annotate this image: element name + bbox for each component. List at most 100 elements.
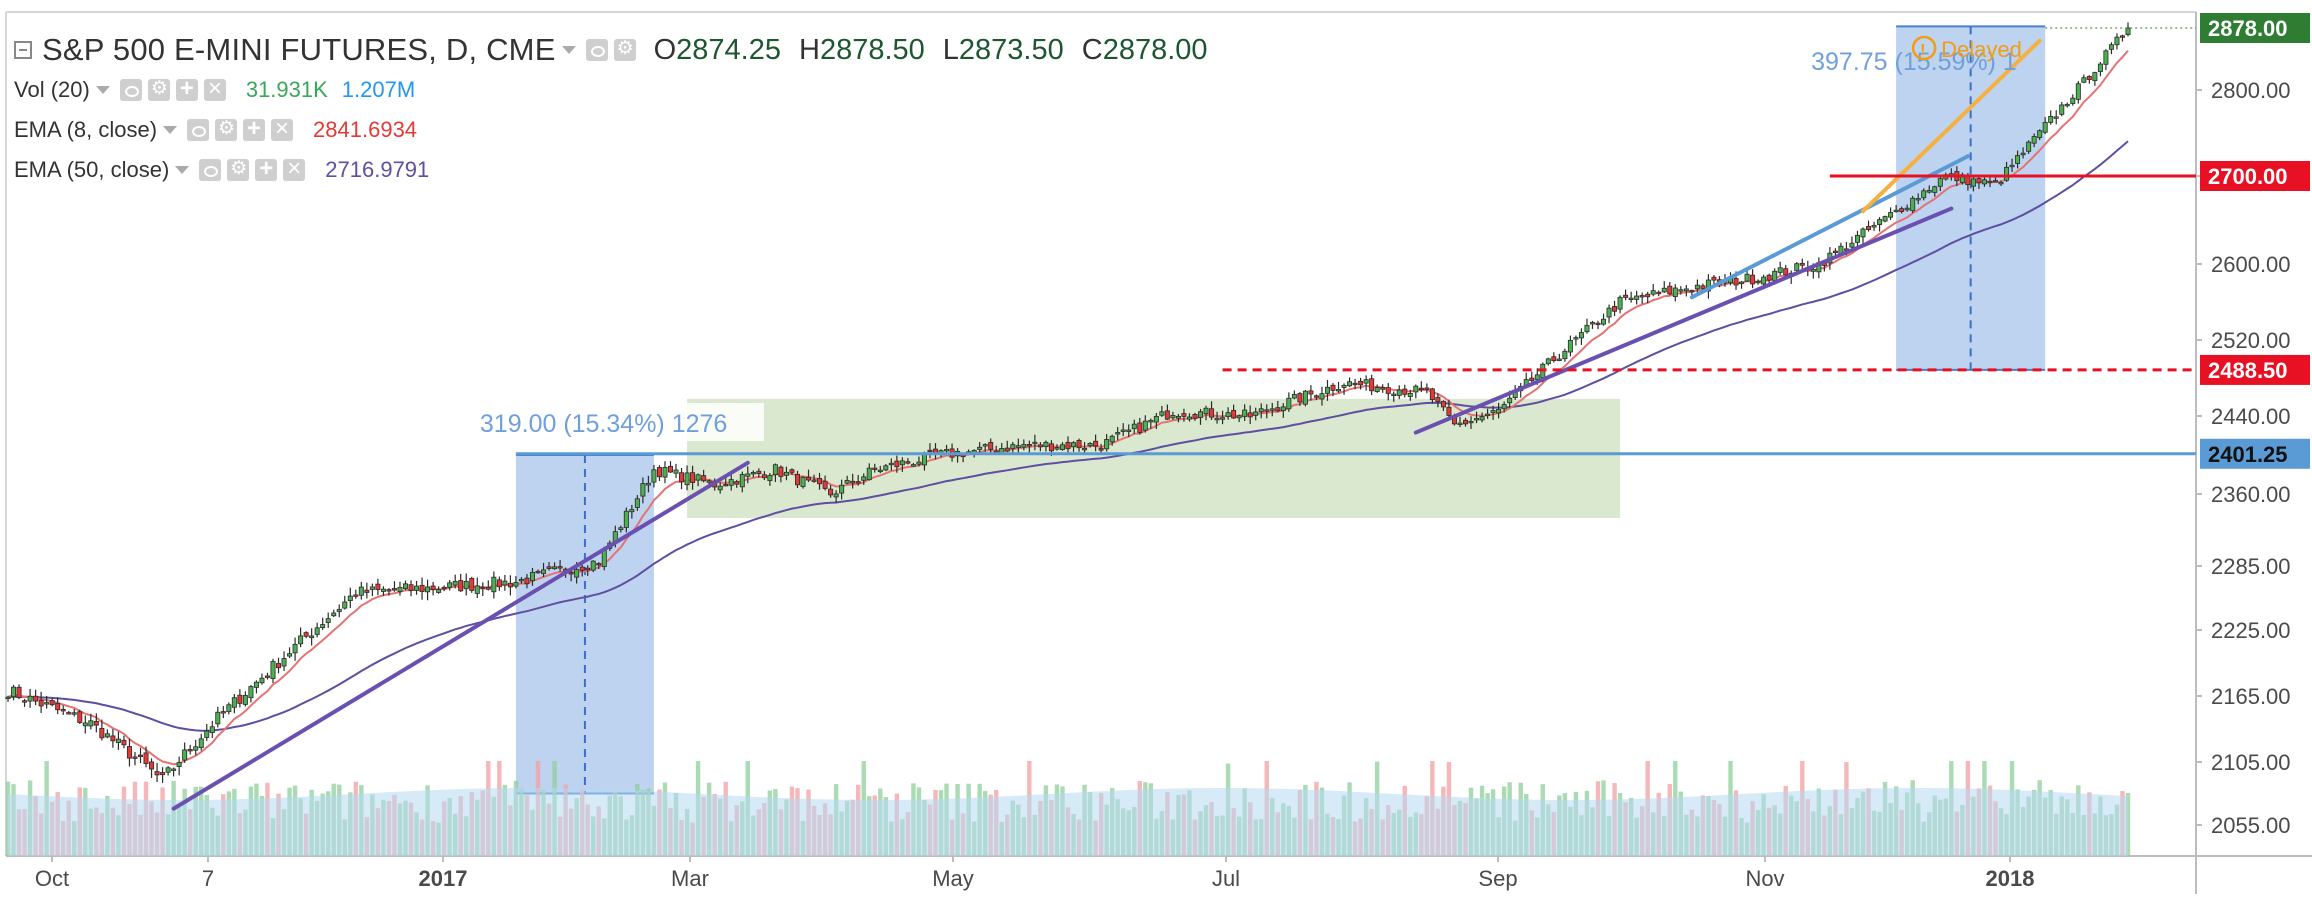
- chevron-down-icon[interactable]: [175, 166, 190, 174]
- candle-body: [270, 661, 276, 679]
- candle-body: [1313, 395, 1319, 398]
- chevron-down-icon[interactable]: [163, 126, 178, 134]
- candle-body: [1551, 356, 1557, 362]
- candle-body: [1126, 429, 1132, 432]
- candle-body: [695, 474, 701, 481]
- candle-body: [629, 509, 635, 513]
- candle-body: [403, 583, 408, 589]
- gear-icon[interactable]: [215, 117, 238, 141]
- eye-icon[interactable]: [585, 39, 608, 61]
- eye-icon[interactable]: [199, 159, 222, 181]
- legend-vol-row: Vol (20) 31.931K 1.207M: [14, 70, 1214, 110]
- candle-body: [684, 472, 690, 486]
- chart-legend: S&P 500 E-MINI FUTURES, D, CME O2874.25 …: [14, 30, 1214, 190]
- candle-body: [590, 560, 596, 571]
- candle-body: [2053, 116, 2059, 119]
- price-tag-blue: [2200, 438, 2310, 469]
- gear-icon[interactable]: [227, 157, 250, 181]
- ohlc-open-value: 2874.25: [676, 33, 781, 66]
- ema50-indicator-label[interactable]: EMA (50, close): [14, 157, 170, 182]
- price-tag-red: [2200, 354, 2310, 385]
- gear-icon[interactable]: [147, 77, 170, 101]
- candle-body: [645, 482, 651, 486]
- candle-body: [1021, 444, 1027, 448]
- plus-icon[interactable]: [255, 155, 278, 183]
- ema8-indicator-label[interactable]: EMA (8, close): [14, 117, 158, 142]
- candle-body: [2026, 141, 2032, 152]
- candle-body: [276, 663, 282, 669]
- candle-body: [1115, 432, 1121, 435]
- candle-body: [5, 696, 11, 699]
- candle-body: [883, 465, 889, 471]
- close-icon[interactable]: [283, 155, 306, 183]
- plus-icon[interactable]: [175, 75, 198, 103]
- candle-body: [894, 460, 900, 468]
- plus-icon[interactable]: [243, 115, 266, 143]
- candle-body: [1026, 444, 1032, 447]
- chevron-down-icon[interactable]: [561, 46, 576, 54]
- chevron-down-icon[interactable]: [95, 86, 110, 94]
- candle-body: [811, 479, 817, 482]
- candle-body: [872, 467, 878, 470]
- candle-body: [717, 485, 723, 491]
- legend-ema8-row: EMA (8, close) 2841.6934: [14, 110, 1214, 150]
- candle-body: [1645, 293, 1651, 298]
- candle-body: [386, 589, 392, 592]
- candle-body: [1578, 332, 1584, 339]
- candle-body: [1120, 429, 1126, 432]
- candle-body: [1832, 250, 1838, 254]
- vol-indicator-label[interactable]: Vol (20): [14, 77, 90, 102]
- eye-icon[interactable]: [119, 79, 142, 101]
- candle-body: [1347, 381, 1353, 387]
- candle-body: [1772, 270, 1778, 281]
- candle-body: [1164, 410, 1170, 420]
- price-tick-label: 2105.00: [2211, 750, 2291, 775]
- candle-body: [1330, 384, 1336, 391]
- candle-body: [1203, 407, 1209, 415]
- close-icon[interactable]: [271, 115, 294, 143]
- candle-body: [1131, 423, 1137, 430]
- price-tick-label: 2360.00: [2211, 482, 2291, 507]
- candle-body: [66, 712, 72, 715]
- candle-body: [2064, 103, 2070, 107]
- candle-body: [55, 702, 61, 711]
- candle-body: [1391, 393, 1397, 396]
- candle-body: [364, 589, 370, 593]
- candle-body: [1358, 380, 1364, 386]
- candle-body: [2037, 130, 2043, 138]
- candle-body: [1981, 179, 1987, 185]
- candle-body: [1071, 442, 1077, 448]
- collapse-icon[interactable]: [14, 41, 32, 59]
- eye-icon[interactable]: [187, 119, 210, 141]
- candle-body: [1810, 269, 1816, 272]
- candle-body: [469, 578, 475, 591]
- candle-body: [745, 473, 751, 477]
- candle-body: [839, 484, 845, 494]
- candle-body: [1148, 420, 1154, 423]
- candle-body: [623, 510, 629, 528]
- time-tick-label: 2017: [419, 866, 468, 891]
- range-box: [687, 398, 1621, 518]
- price-tick-label: 2440.00: [2211, 404, 2291, 429]
- ohlc-low-value: 2873.50: [958, 33, 1064, 66]
- candle-body: [690, 472, 696, 483]
- gear-icon[interactable]: [613, 37, 636, 61]
- candle-body: [806, 476, 812, 481]
- candle-body: [1319, 393, 1325, 400]
- candle-body: [2070, 97, 2076, 104]
- candle-body: [1694, 284, 1700, 290]
- candle-body: [728, 479, 734, 486]
- candle-body: [419, 584, 425, 592]
- candle-body: [44, 702, 50, 705]
- ohlc-high-value: 2878.50: [819, 33, 925, 66]
- candle-body: [977, 446, 983, 450]
- candle-body: [1264, 409, 1270, 412]
- close-icon[interactable]: [203, 75, 226, 103]
- candle-body: [910, 464, 916, 467]
- price-tag-label: 2401.25: [2208, 442, 2288, 467]
- symbol-title[interactable]: S&P 500 E-MINI FUTURES, D, CME: [42, 32, 556, 67]
- candle-body: [1623, 294, 1629, 298]
- candle-body: [369, 586, 375, 590]
